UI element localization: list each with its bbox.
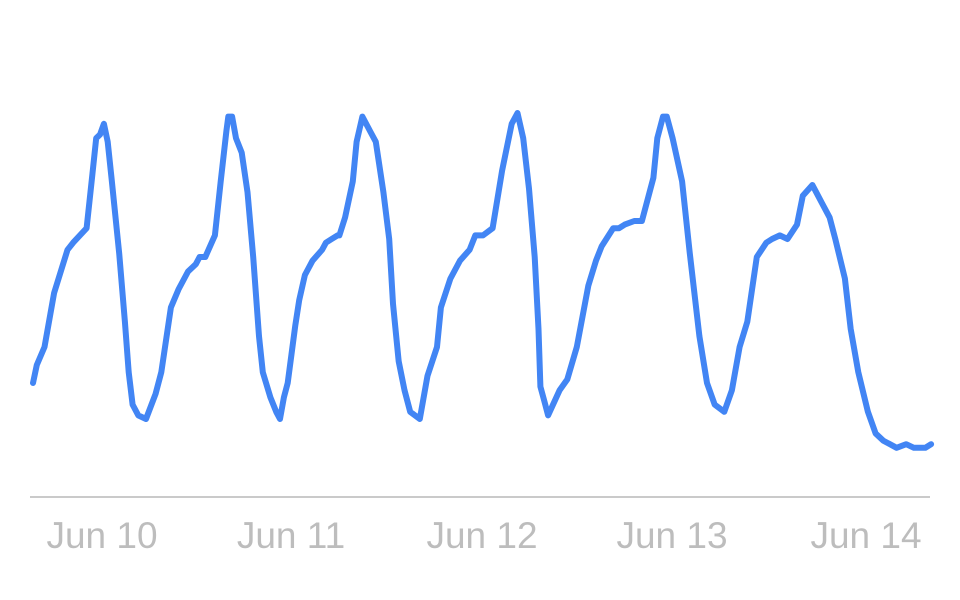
series-layer [30, 110, 935, 451]
x-tick-label: Jun 14 [810, 515, 921, 556]
x-tick-label: Jun 12 [426, 515, 537, 556]
x-tick-label: Jun 10 [46, 515, 157, 556]
x-tick-label: Jun 13 [616, 515, 727, 556]
series-line-0 [30, 110, 935, 451]
x-tick-labels: Jun 10 Jun 11 Jun 12 Jun 13 Jun 14 [46, 515, 921, 556]
x-tick-label: Jun 11 [237, 515, 345, 556]
